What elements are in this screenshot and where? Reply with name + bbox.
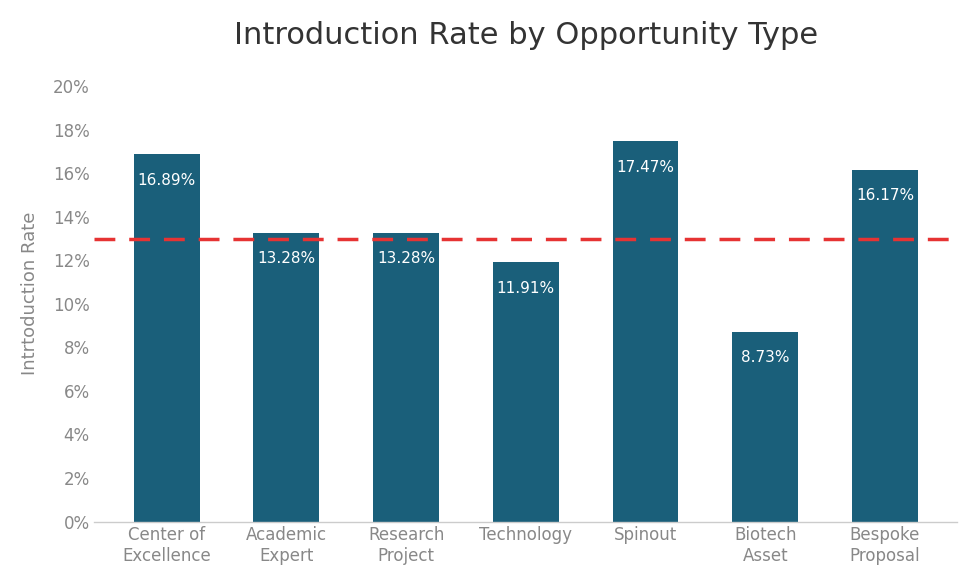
Text: 16.17%: 16.17% bbox=[855, 188, 913, 203]
Text: 16.89%: 16.89% bbox=[138, 173, 195, 188]
Text: 11.91%: 11.91% bbox=[496, 281, 554, 296]
Text: 13.28%: 13.28% bbox=[257, 251, 315, 266]
Bar bbox=[612, 141, 678, 522]
Text: 13.28%: 13.28% bbox=[376, 251, 435, 266]
Title: Introduction Rate by Opportunity Type: Introduction Rate by Opportunity Type bbox=[234, 21, 817, 50]
Bar bbox=[373, 233, 439, 522]
Bar bbox=[492, 263, 558, 522]
Y-axis label: Intrtoduction Rate: Intrtoduction Rate bbox=[21, 212, 39, 375]
Bar bbox=[134, 154, 199, 522]
Bar bbox=[253, 233, 319, 522]
Bar bbox=[851, 170, 917, 522]
Bar bbox=[732, 332, 797, 522]
Text: 17.47%: 17.47% bbox=[616, 160, 674, 175]
Text: 8.73%: 8.73% bbox=[741, 350, 788, 365]
